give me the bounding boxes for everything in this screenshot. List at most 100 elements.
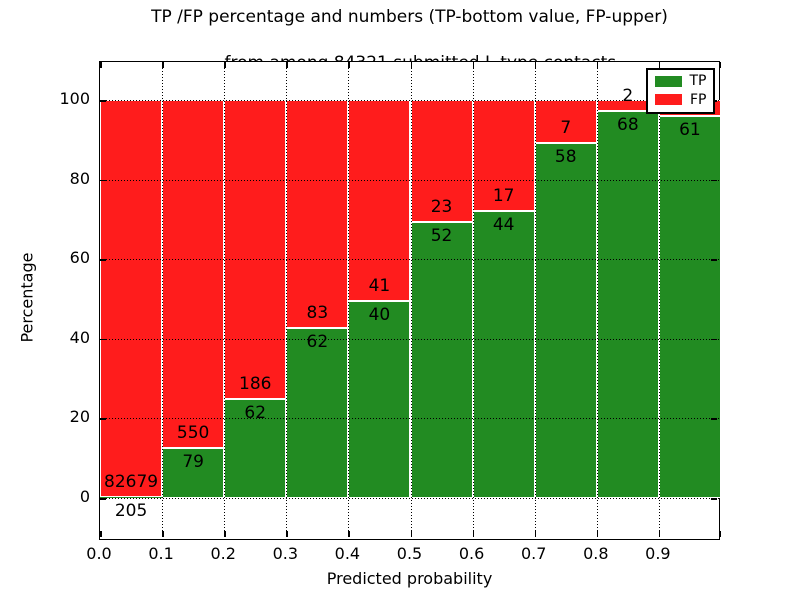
x-axis-tick-top	[100, 62, 102, 68]
ticks-layer	[100, 62, 721, 539]
grid-line-vertical	[472, 62, 474, 539]
labels-layer: 82679 205 550 79 186 62 83 62 41 40 23 52 17 44 7 58 2 68…	[100, 62, 719, 539]
x-tick-label: 0.1	[148, 544, 174, 563]
y-axis-tick	[100, 100, 106, 102]
bar-fp-segment	[100, 100, 163, 497]
bar-tp-count-label: 62	[306, 331, 329, 352]
y-axis-tick-right	[711, 498, 717, 500]
x-axis-tick-top	[348, 62, 350, 68]
x-axis-tick-top	[596, 62, 599, 68]
y-axis-label: Percentage	[17, 252, 37, 343]
grid-line-horizontal	[100, 498, 719, 499]
y-tick-label: 60	[69, 248, 90, 268]
y-axis-tick	[100, 259, 106, 261]
y-axis-tick-right	[711, 338, 717, 341]
bar-tp-count-label: 62	[244, 402, 267, 423]
grid-line-vertical	[534, 62, 536, 539]
x-axis-tick-top	[472, 62, 475, 68]
bar-fp-count-label: 82679	[104, 472, 159, 492]
bar-tp-segment	[658, 115, 721, 498]
bar-tp-count-label: 79	[182, 452, 204, 472]
bar-fp-count-label: 7	[560, 117, 572, 138]
x-axis-tick	[534, 531, 537, 537]
bars-layer	[100, 62, 721, 539]
x-axis-tick	[410, 531, 412, 537]
x-tick-label: 0.8	[583, 544, 609, 563]
x-axis-tick	[162, 531, 164, 537]
fp-legend-label: FP	[690, 91, 707, 108]
y-axis-tick-right	[711, 259, 717, 261]
y-tick-label: 100	[59, 89, 90, 108]
grid-line-vertical	[286, 62, 288, 539]
legend-row-fp: FP	[648, 93, 713, 107]
y-axis-tick	[100, 179, 106, 182]
bar-fp-count-label: 17	[492, 185, 515, 206]
bar-tp-count-label: 205	[114, 501, 148, 521]
y-tick-label: 20	[69, 407, 90, 427]
plot-area: 82679 205 550 79 186 62 83 62 41 40 23 52 17 44 7 58 2 68…	[99, 61, 721, 540]
bar-tp-segment	[100, 497, 163, 498]
bar-fp-count-label: 186	[239, 373, 272, 394]
bar-tp-count-label: 58	[554, 146, 577, 167]
grid-line-horizontal	[100, 259, 719, 261]
bar-tp-segment	[472, 210, 535, 498]
x-axis-tick-top	[658, 62, 661, 68]
x-tick-label: 0.4	[334, 544, 361, 563]
x-axis-tick-top	[719, 62, 721, 68]
x-tick-label: 0.0	[86, 544, 112, 563]
y-tick-label: 0	[79, 487, 90, 506]
x-tick-label: 0.2	[210, 544, 236, 563]
x-axis-tick-top	[534, 62, 537, 68]
x-axis-tick	[348, 531, 350, 537]
grid-line-vertical	[658, 62, 660, 539]
bar-tp-count-label: 68	[617, 115, 639, 136]
x-tick-label: 0.6	[458, 544, 485, 563]
bar-fp-count-label: 41	[368, 276, 391, 297]
fp-legend-swatch	[654, 94, 682, 106]
x-axis-tick-top	[162, 62, 164, 68]
x-tick-label: 0.7	[520, 544, 547, 563]
x-axis-tick-top	[286, 62, 288, 68]
x-axis-tick	[100, 531, 102, 537]
y-axis-tick	[100, 498, 106, 500]
x-axis-tick	[658, 531, 661, 537]
x-axis-tick	[224, 531, 226, 537]
grid-line-horizontal	[100, 418, 719, 420]
grid-line-vertical	[596, 62, 598, 539]
x-tick-label: 0.5	[396, 544, 423, 563]
tp-legend-swatch	[654, 75, 682, 87]
bar-tp-count-label: 61	[679, 119, 701, 140]
x-tick-label: 0.3	[272, 544, 299, 563]
y-tick-label: 80	[69, 168, 90, 188]
y-axis-tick-right	[711, 418, 717, 420]
y-axis-tick	[100, 418, 106, 420]
y-axis-tick-right	[711, 179, 717, 182]
bar-fp-count-label: 23	[430, 197, 453, 218]
grid-line-vertical	[410, 62, 412, 539]
y-axis-tick	[100, 338, 106, 341]
x-axis-tick	[719, 531, 721, 537]
legend: TP FP	[645, 67, 715, 114]
bar-tp-count-label: 52	[430, 226, 453, 247]
x-tick-label: 0.9	[645, 544, 671, 563]
grid-line-horizontal	[100, 338, 719, 340]
bar-fp-count-label: 550	[176, 423, 210, 443]
x-axis-tick	[596, 531, 599, 537]
bar-tp-count-label: 44	[492, 214, 515, 235]
tp-legend-label: TP	[689, 73, 707, 90]
bar-fp-count-label: 2	[622, 86, 634, 107]
y-tick-label: 40	[69, 327, 90, 347]
bar-fp-segment	[348, 100, 411, 302]
legend-row-tp: TP	[648, 74, 713, 88]
grid-line-vertical	[162, 62, 164, 539]
x-axis-tick	[472, 531, 475, 537]
x-axis-tick	[286, 531, 288, 537]
x-axis-tick-top	[410, 62, 412, 68]
x-axis-tick-top	[224, 62, 226, 68]
bar-tp-segment	[534, 142, 597, 498]
bar-fp-segment	[162, 100, 225, 448]
grid-line-vertical	[224, 62, 226, 539]
bar-tp-count-label: 40	[368, 305, 391, 326]
grid-line-vertical	[348, 62, 350, 539]
